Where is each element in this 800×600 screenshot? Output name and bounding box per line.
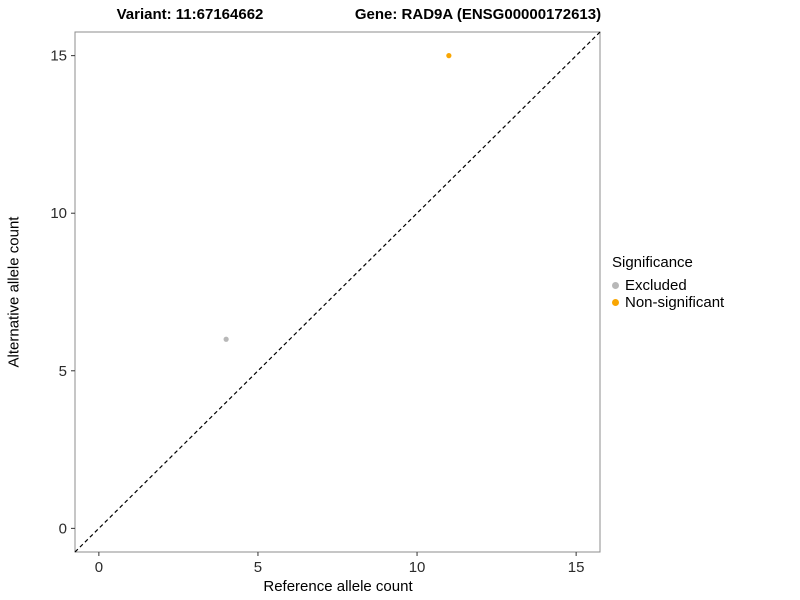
legend-item-label: Non-significant (625, 294, 725, 311)
x-axis-title: Reference allele count (263, 578, 413, 595)
excluded-swatch-icon (612, 282, 619, 289)
x-tick-label: 0 (95, 559, 103, 576)
y-axis-title: Alternative allele count (5, 216, 23, 368)
legend-item-label: Excluded (625, 277, 687, 294)
legend-title: Significance (612, 254, 693, 271)
identity-reference-line (74, 31, 601, 553)
legend-item-non-significant: Non-significant (612, 294, 724, 311)
panel-border (74, 31, 601, 553)
plot-title-variant: Variant: 11:67164662 (116, 6, 264, 23)
plot-title-gene: Gene: RAD9A (ENSG00000172613) (354, 6, 602, 23)
legend-item-excluded: Excluded (612, 277, 724, 294)
y-tick-label: 5 (59, 363, 67, 380)
y-tick-label: 10 (50, 205, 67, 222)
x-tick-label: 5 (254, 559, 262, 576)
x-tick-label: 15 (568, 559, 585, 576)
data-point-non-significant (446, 53, 452, 59)
non-significant-swatch-icon (612, 299, 619, 306)
y-tick-label: 15 (50, 48, 67, 65)
data-point-excluded (223, 336, 229, 342)
legend: Significance Excluded Non-significant (612, 254, 724, 311)
x-tick-label: 10 (409, 559, 426, 576)
y-tick-label: 0 (59, 520, 67, 537)
